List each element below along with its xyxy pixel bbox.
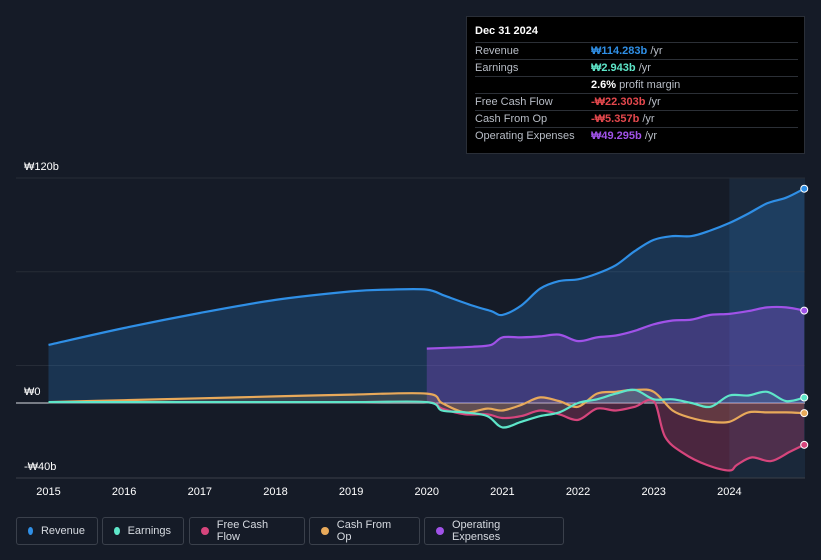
tooltip-row-revenue: Revenue ₩114.283b /yr <box>475 42 798 60</box>
tooltip-label: Operating Expenses <box>475 130 575 142</box>
free-cash-flow-area <box>48 399 805 471</box>
tooltip-value: ₩114.283b /yr <box>591 45 663 57</box>
x-tick-label: 2022 <box>566 486 590 498</box>
operating-expenses-area <box>426 306 805 403</box>
x-tick-label: 2020 <box>415 486 439 498</box>
tooltip-value: ₩2.943b /yr <box>591 62 651 74</box>
y-tick-label: ₩120b <box>24 161 59 173</box>
tooltip-row-profit-margin: 2.6% profit margin <box>475 76 798 94</box>
series-areas <box>48 188 805 471</box>
tooltip-row-cash-from-op: Cash From Op -₩5.357b /yr <box>475 110 798 128</box>
earnings-line <box>48 388 805 429</box>
legend-dot-icon <box>436 527 444 535</box>
revenue-line <box>48 187 805 346</box>
tooltip-row-earnings: Earnings ₩2.943b /yr <box>475 59 798 77</box>
tooltip-label: Free Cash Flow <box>475 96 553 108</box>
y-tick-label: -₩40b <box>24 461 56 473</box>
legend-dot-icon <box>114 527 120 535</box>
earnings-endpoint <box>800 393 809 402</box>
x-axis-labels: 2015 2016 2017 2018 2019 2020 2021 2022 2023 2024 <box>36 486 741 498</box>
tooltip-row-operating-expenses: Operating Expenses ₩49.295b /yr <box>475 127 798 145</box>
legend-dot-icon <box>321 527 329 535</box>
operating-expenses-endpoint <box>800 306 809 315</box>
legend-dot-icon <box>201 527 209 535</box>
operating-expenses-line <box>426 305 805 350</box>
legend-operating-expenses-button[interactable]: Operating Expenses <box>424 517 564 545</box>
legend-revenue-button[interactable]: Revenue <box>16 517 98 545</box>
tooltip-value: ₩49.295b /yr <box>591 130 658 142</box>
revenue-endpoint <box>800 184 809 193</box>
x-tick-label: 2021 <box>490 486 514 498</box>
forecast-highlight-band <box>729 178 805 478</box>
x-tick-label: 2016 <box>112 486 136 498</box>
y-axis-labels: ₩120b ₩0 -₩40b <box>24 161 59 473</box>
series-endpoints <box>800 184 809 449</box>
cash-from-op-line <box>48 388 805 424</box>
x-tick-label: 2019 <box>339 486 363 498</box>
legend-dot-icon <box>28 527 33 535</box>
legend-earnings-button[interactable]: Earnings <box>102 517 184 545</box>
y-tick-label: ₩0 <box>24 386 41 398</box>
tooltip-label: Revenue <box>475 45 520 57</box>
free-cash-flow-endpoint <box>800 440 809 449</box>
series-lines <box>48 187 805 472</box>
revenue-area <box>48 188 805 403</box>
earnings-area <box>48 389 805 428</box>
x-tick-label: 2018 <box>263 486 287 498</box>
tooltip-label: Earnings <box>475 62 519 74</box>
legend-cash-from-op-button[interactable]: Cash From Op <box>309 517 420 545</box>
x-tick-label: 2024 <box>717 486 741 498</box>
x-tick-label: 2017 <box>188 486 212 498</box>
legend-free-cash-flow-button[interactable]: Free Cash Flow <box>189 517 305 545</box>
x-tick-label: 2023 <box>641 486 665 498</box>
tooltip-value: -₩22.303b /yr <box>591 96 661 108</box>
cash-from-op-endpoint <box>800 409 809 418</box>
tooltip-panel: Dec 31 2024 Revenue ₩114.283b /yr Earnin… <box>466 16 805 154</box>
tooltip-value: -₩5.357b /yr <box>591 113 655 125</box>
tooltip-date: Dec 31 2024 <box>475 25 538 37</box>
tooltip-value: 2.6% profit margin <box>591 79 681 91</box>
tooltip-row-free-cash-flow: Free Cash Flow -₩22.303b /yr <box>475 93 798 111</box>
x-tick-label: 2015 <box>36 486 60 498</box>
tooltip-label: Cash From Op <box>475 113 548 125</box>
